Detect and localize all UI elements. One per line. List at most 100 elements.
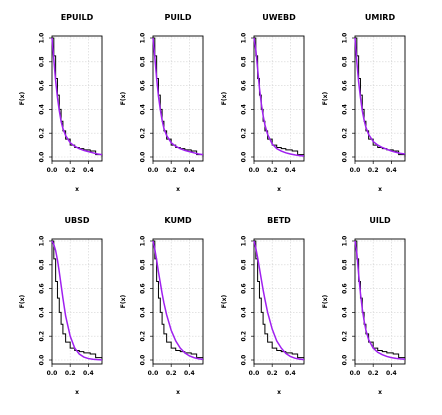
y-axis-label: F(x) [322,295,329,309]
y-tick-label: 1.0 [241,33,248,44]
empirical-cdf-step [153,240,204,360]
x-axis-label: x [75,389,79,396]
x-tick-label: 0.0 [47,167,58,174]
y-tick-label: 1.0 [140,236,147,247]
x-axis-label: x [277,389,281,396]
y-tick-label: 1.0 [342,236,349,247]
empirical-cdf-step [254,240,305,360]
plot-frame [354,35,406,162]
y-tick-label: 0.2 [140,128,147,139]
y-tick-label: 0.8 [342,56,349,67]
y-tick-label: 0.2 [342,331,349,342]
panel-title: PUILD [164,13,191,22]
panel-title: BETD [267,216,291,225]
y-tick-label: 0.6 [241,80,248,91]
y-tick-label: 1.0 [39,33,46,44]
y-tick-label: 0.0 [241,152,248,163]
fitted-cdf-line [253,240,305,361]
y-tick-label: 0.8 [140,259,147,270]
y-tick-label: 0.2 [140,331,147,342]
panel-uwebd: UWEBD 0.0 0.2 0.4 0.6 0.8 1.0 0.0 0.2 0.4 x F(x) [221,13,305,193]
y-tick-label: 1.0 [39,236,46,247]
panel-title: UMIRD [365,13,396,22]
y-tick-label: 0.6 [241,283,248,294]
plot-frame [152,35,204,162]
x-tick-label: 0.4 [386,370,397,377]
y-tick-label: 0.0 [342,355,349,366]
x-tick-label: 0.0 [148,167,159,174]
x-tick-label: 0.4 [83,370,94,377]
y-tick-label: 0.4 [39,307,46,318]
y-tick-label: 0.6 [342,80,349,91]
empirical-cdf-step [153,37,204,157]
x-axis-label: x [176,389,180,396]
y-tick-label: 0.2 [241,331,248,342]
x-tick-label: 0.2 [267,167,278,174]
x-tick-label: 0.4 [83,167,94,174]
panel-title: UBSD [65,216,90,225]
x-tick-label: 0.0 [350,370,361,377]
y-tick-label: 0.4 [241,104,248,115]
plot-frame [51,35,103,162]
x-tick-label: 0.2 [65,167,76,174]
y-axis-label: F(x) [221,92,228,106]
y-tick-label: 0.4 [241,307,248,318]
x-tick-label: 0.4 [285,370,296,377]
y-tick-label: 0.2 [342,128,349,139]
y-tick-label: 0.6 [39,80,46,91]
x-axis-label: x [378,389,382,396]
plot-frame [253,35,305,162]
x-tick-label: 0.4 [184,370,195,377]
panel-title: EPUILD [61,13,94,22]
x-axis-label: x [176,186,180,193]
y-tick-label: 0.6 [140,80,147,91]
empirical-cdf-step [355,37,406,157]
panel-umird: UMIRD 0.0 0.2 0.4 0.6 0.8 1.0 0.0 0.2 0.4 x F(x) [322,13,406,193]
panel-title: UILD [369,216,391,225]
x-tick-label: 0.0 [47,370,58,377]
y-axis-label: F(x) [120,295,127,309]
x-tick-label: 0.4 [386,167,397,174]
panel-puild: PUILD 0.0 0.2 0.4 0.6 0.8 1.0 0.0 0.2 0.4 x F(x) [120,13,204,193]
y-tick-label: 0.6 [39,283,46,294]
fitted-cdf-line [354,240,406,361]
plot-frame [51,238,103,365]
y-tick-label: 0.0 [140,355,147,366]
y-tick-label: 0.0 [342,152,349,163]
fitted-cdf-line [354,37,406,155]
x-tick-label: 0.2 [166,167,177,174]
y-tick-label: 0.6 [342,283,349,294]
y-tick-label: 0.4 [342,307,349,318]
empirical-cdf-step [355,240,406,360]
fitted-cdf-line [51,37,103,156]
x-tick-label: 0.0 [350,167,361,174]
plot-frame [354,238,406,365]
y-tick-label: 0.0 [140,152,147,163]
y-tick-label: 0.6 [140,283,147,294]
y-axis-label: F(x) [19,295,26,309]
y-tick-label: 0.4 [39,104,46,115]
panel-epuild: EPUILD 0.0 0.2 0.4 0.6 0.8 1.0 0.0 0.2 0.4 x F(x) [19,13,103,193]
y-tick-label: 1.0 [140,33,147,44]
y-tick-label: 0.0 [241,355,248,366]
plot-frame [152,238,204,365]
y-tick-label: 0.8 [342,259,349,270]
x-tick-label: 0.2 [368,370,379,377]
panel-title: UWEBD [262,13,296,22]
x-tick-label: 0.2 [166,370,177,377]
y-tick-label: 0.8 [140,56,147,67]
panel-uild: UILD 0.0 0.2 0.4 0.6 0.8 1.0 0.0 0.2 0.4 x F(x) [322,216,406,396]
fitted-cdf-line [152,240,204,361]
x-axis-label: x [277,186,281,193]
y-tick-label: 1.0 [241,236,248,247]
plot-frame [253,238,305,365]
empirical-cdf-step [52,37,103,157]
y-tick-label: 1.0 [342,33,349,44]
y-tick-label: 0.4 [140,307,147,318]
panel-ubsd: UBSD 0.0 0.2 0.4 0.6 0.8 1.0 0.0 0.2 0.4 x F(x) [19,216,103,396]
y-tick-label: 0.8 [241,259,248,270]
y-tick-label: 0.8 [39,56,46,67]
y-tick-label: 0.2 [241,128,248,139]
